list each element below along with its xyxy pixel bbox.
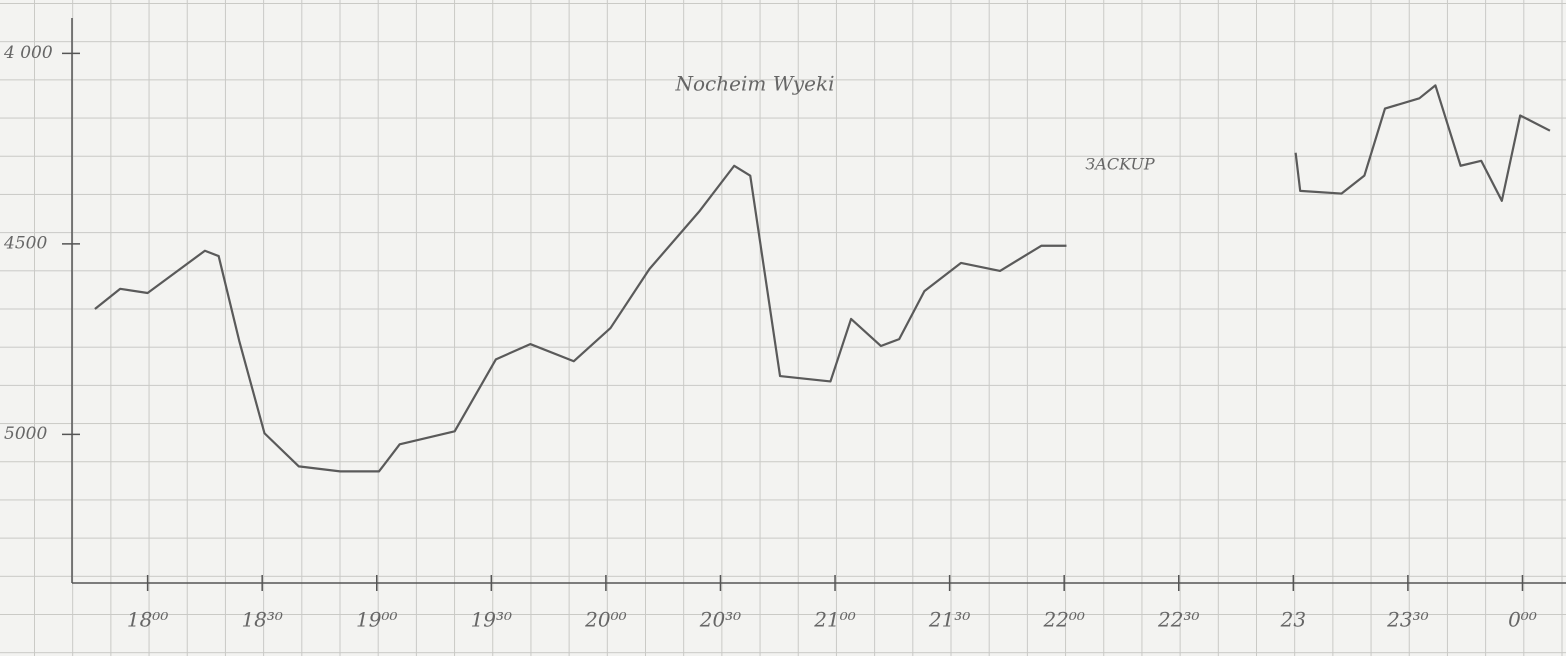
x-tick-label: 23: [1280, 608, 1306, 632]
x-tick-label: 0⁰⁰: [1508, 608, 1537, 632]
x-tick-label: 21⁰⁰: [813, 608, 855, 632]
annotation: ЗACKUP: [1085, 155, 1155, 174]
x-tick-label: 22⁰⁰: [1042, 608, 1084, 632]
x-tick-label: 20⁰⁰: [584, 608, 626, 632]
x-tick-label: 18⁰⁰: [127, 608, 168, 632]
x-tick-label: 20³⁰: [699, 608, 741, 632]
x-tick-label: 19⁰⁰: [356, 608, 397, 632]
y-tick-label: 4 000: [3, 43, 53, 63]
x-tick-label: 21³⁰: [928, 608, 970, 632]
x-tick-label: 19³⁰: [471, 608, 512, 632]
x-tick-label: 18³⁰: [241, 608, 282, 632]
x-tick-label: 23³⁰: [1386, 608, 1428, 632]
chart-title: Nocheim Wyeki: [675, 72, 835, 96]
y-tick-label: 5000: [4, 424, 47, 444]
series-line: [94, 84, 1551, 473]
y-tick-label: 4500: [3, 233, 47, 253]
x-tick-label: 22³⁰: [1157, 608, 1199, 632]
